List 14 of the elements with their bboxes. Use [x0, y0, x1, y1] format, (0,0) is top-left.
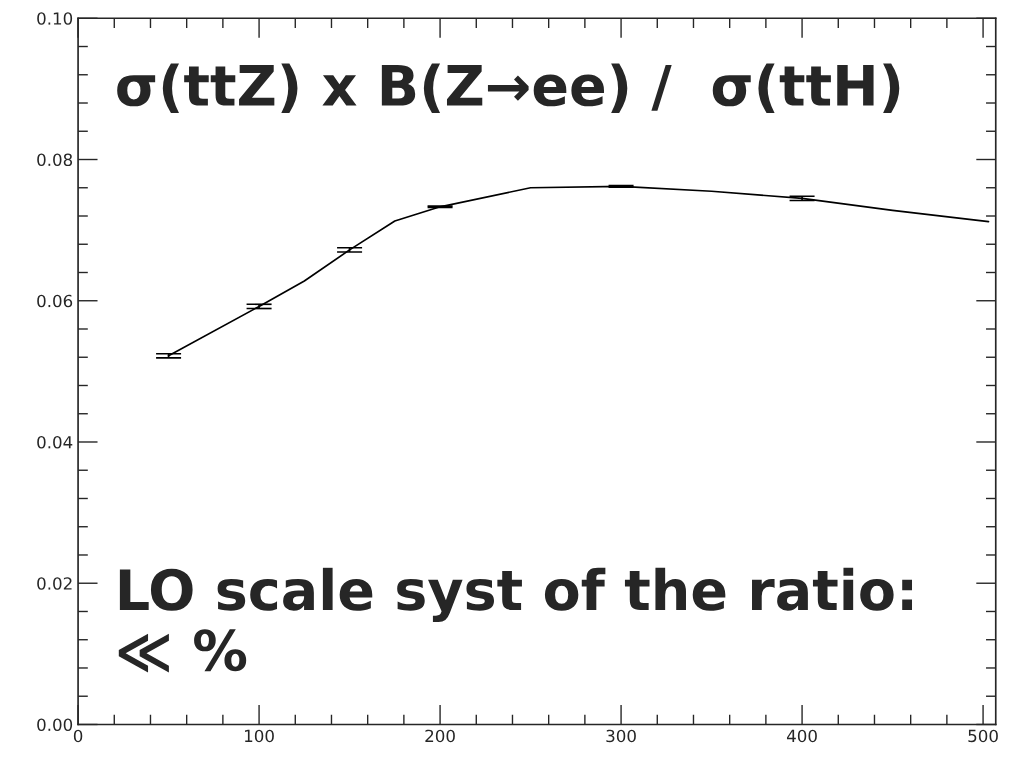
x-tick-label: 100	[245, 729, 274, 743]
y-tick-label: 0.00	[37, 718, 73, 732]
y-tick-label: 0.04	[37, 435, 73, 449]
x-tick-label: 300	[606, 729, 636, 743]
annotation: σ(ttZ) x B(Z→ee) / σ(ttH)	[117, 63, 900, 113]
x-tick-label: 500	[968, 729, 998, 743]
x-tick-label: 400	[786, 729, 817, 743]
annotation: LO scale syst of the ratio: ≪ %	[118, 567, 913, 673]
y-tick-label: 0.06	[37, 294, 73, 308]
y-tick-label: 0.10	[37, 12, 73, 25]
y-tick-label: 0.08	[37, 153, 73, 167]
x-tick-label: 0	[73, 729, 83, 743]
x-tick-label: 200	[425, 729, 455, 743]
y-tick-label: 0.02	[37, 577, 72, 590]
